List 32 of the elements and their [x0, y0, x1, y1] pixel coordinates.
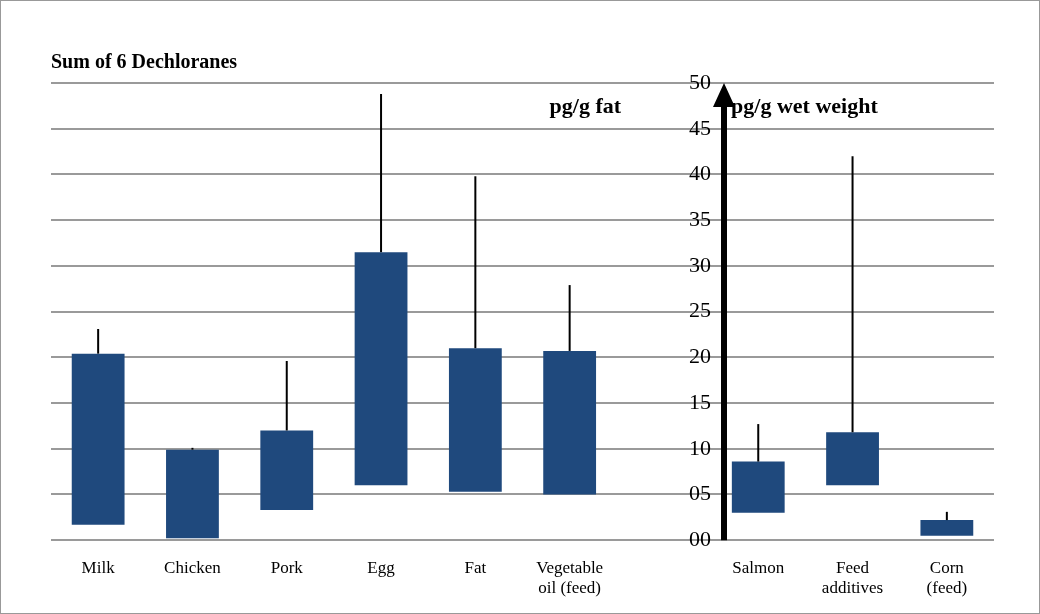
- y-tick-label: 45: [689, 114, 712, 140]
- x-tick-label: Chicken: [164, 557, 222, 577]
- y-tick-label: 15: [689, 388, 712, 414]
- annotation: pg/g fat: [549, 92, 622, 118]
- bar: [448, 348, 502, 492]
- y-tick-label: 40: [689, 160, 712, 186]
- x-tick-label: Feed additives: [821, 557, 884, 598]
- x-tick-label: Vegetable oil (feed): [536, 557, 604, 598]
- y-tick-label: 35: [689, 205, 712, 231]
- bar: [543, 350, 597, 495]
- y-tick-label: 00: [689, 525, 712, 551]
- y-tick-label: 10: [689, 434, 712, 460]
- bar: [731, 461, 785, 513]
- bar: [71, 353, 125, 525]
- x-tick-label: Pork: [270, 557, 304, 577]
- annotation: pg/g wet weight: [731, 92, 879, 118]
- bar: [920, 520, 974, 536]
- bar: [826, 432, 879, 486]
- chart-title: Sum of 6 Dechloranes: [51, 50, 238, 73]
- x-tick-label: Milk: [81, 557, 116, 577]
- bar: [166, 449, 219, 539]
- bar: [354, 252, 408, 486]
- x-tick-label: Salmon: [732, 557, 785, 577]
- y-tick-label: 30: [689, 251, 712, 277]
- x-tick-label: Corn (feed): [926, 557, 968, 598]
- x-tick-label: Fat: [464, 557, 487, 577]
- y-tick-label: 20: [689, 343, 712, 369]
- bar: [260, 430, 314, 511]
- y-tick-label: 25: [689, 297, 712, 323]
- y-tick-label: 05: [689, 480, 712, 506]
- x-tick-label: Egg: [367, 557, 396, 577]
- y-tick-label: 50: [689, 68, 712, 94]
